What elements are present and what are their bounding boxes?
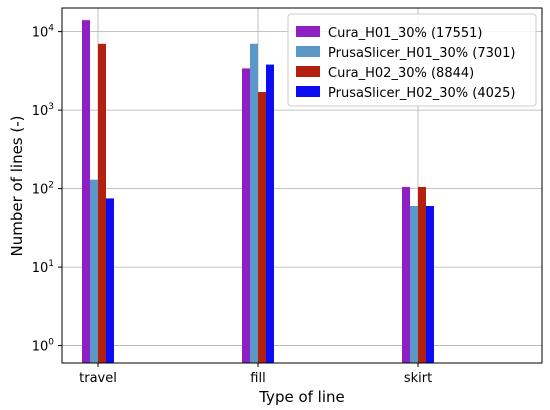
bar-travel-series-2 xyxy=(90,179,98,363)
y-tick-label: 104 xyxy=(32,24,55,41)
bars xyxy=(82,20,434,364)
y-tick-label: 100 xyxy=(32,338,55,355)
x-tick-label: travel xyxy=(79,371,117,386)
x-axis-title: Type of line xyxy=(258,388,345,406)
y-tick-label: 101 xyxy=(32,259,54,276)
bar-travel-series-3 xyxy=(98,43,106,364)
bar-travel-series-1 xyxy=(82,20,90,363)
bar-skirt-series-1 xyxy=(402,186,410,363)
bar-skirt-series-4 xyxy=(426,206,434,363)
legend: Cura_H01_30% (17551) PrusaSlicer_H01_30% … xyxy=(287,13,537,107)
x-axis-ticks: travel fill skirt xyxy=(79,363,432,386)
legend-label: PrusaSlicer_H01_30% (7301) xyxy=(328,46,515,61)
bar-fill-series-4 xyxy=(266,64,274,364)
bar-skirt-series-2 xyxy=(410,206,418,363)
legend-label: Cura_H01_30% (17551) xyxy=(328,26,482,41)
legend-label: PrusaSlicer_H02_30% (4025) xyxy=(328,86,515,101)
y-axis-ticks: 100 101 102 103 104 xyxy=(32,24,62,355)
legend-swatch xyxy=(296,66,320,77)
legend-box xyxy=(287,13,537,107)
bar-travel-series-4 xyxy=(106,198,114,363)
legend-swatch xyxy=(296,46,320,57)
y-tick-label: 103 xyxy=(32,102,54,119)
y-axis-title: Number of lines (-) xyxy=(8,115,26,256)
plot-frame xyxy=(61,7,543,364)
x-tick-label: skirt xyxy=(404,371,432,386)
legend-swatch xyxy=(296,86,320,97)
legend-label: Cura_H02_30% (8844) xyxy=(328,66,474,81)
bar-fill-series-2 xyxy=(250,43,258,364)
bar-fill-series-1 xyxy=(242,68,250,363)
legend-swatch xyxy=(296,26,320,37)
bar-fill-series-3 xyxy=(258,92,266,364)
y-tick-label: 102 xyxy=(32,181,54,198)
bar-skirt-series-3 xyxy=(418,186,426,363)
x-tick-label: fill xyxy=(250,371,265,386)
